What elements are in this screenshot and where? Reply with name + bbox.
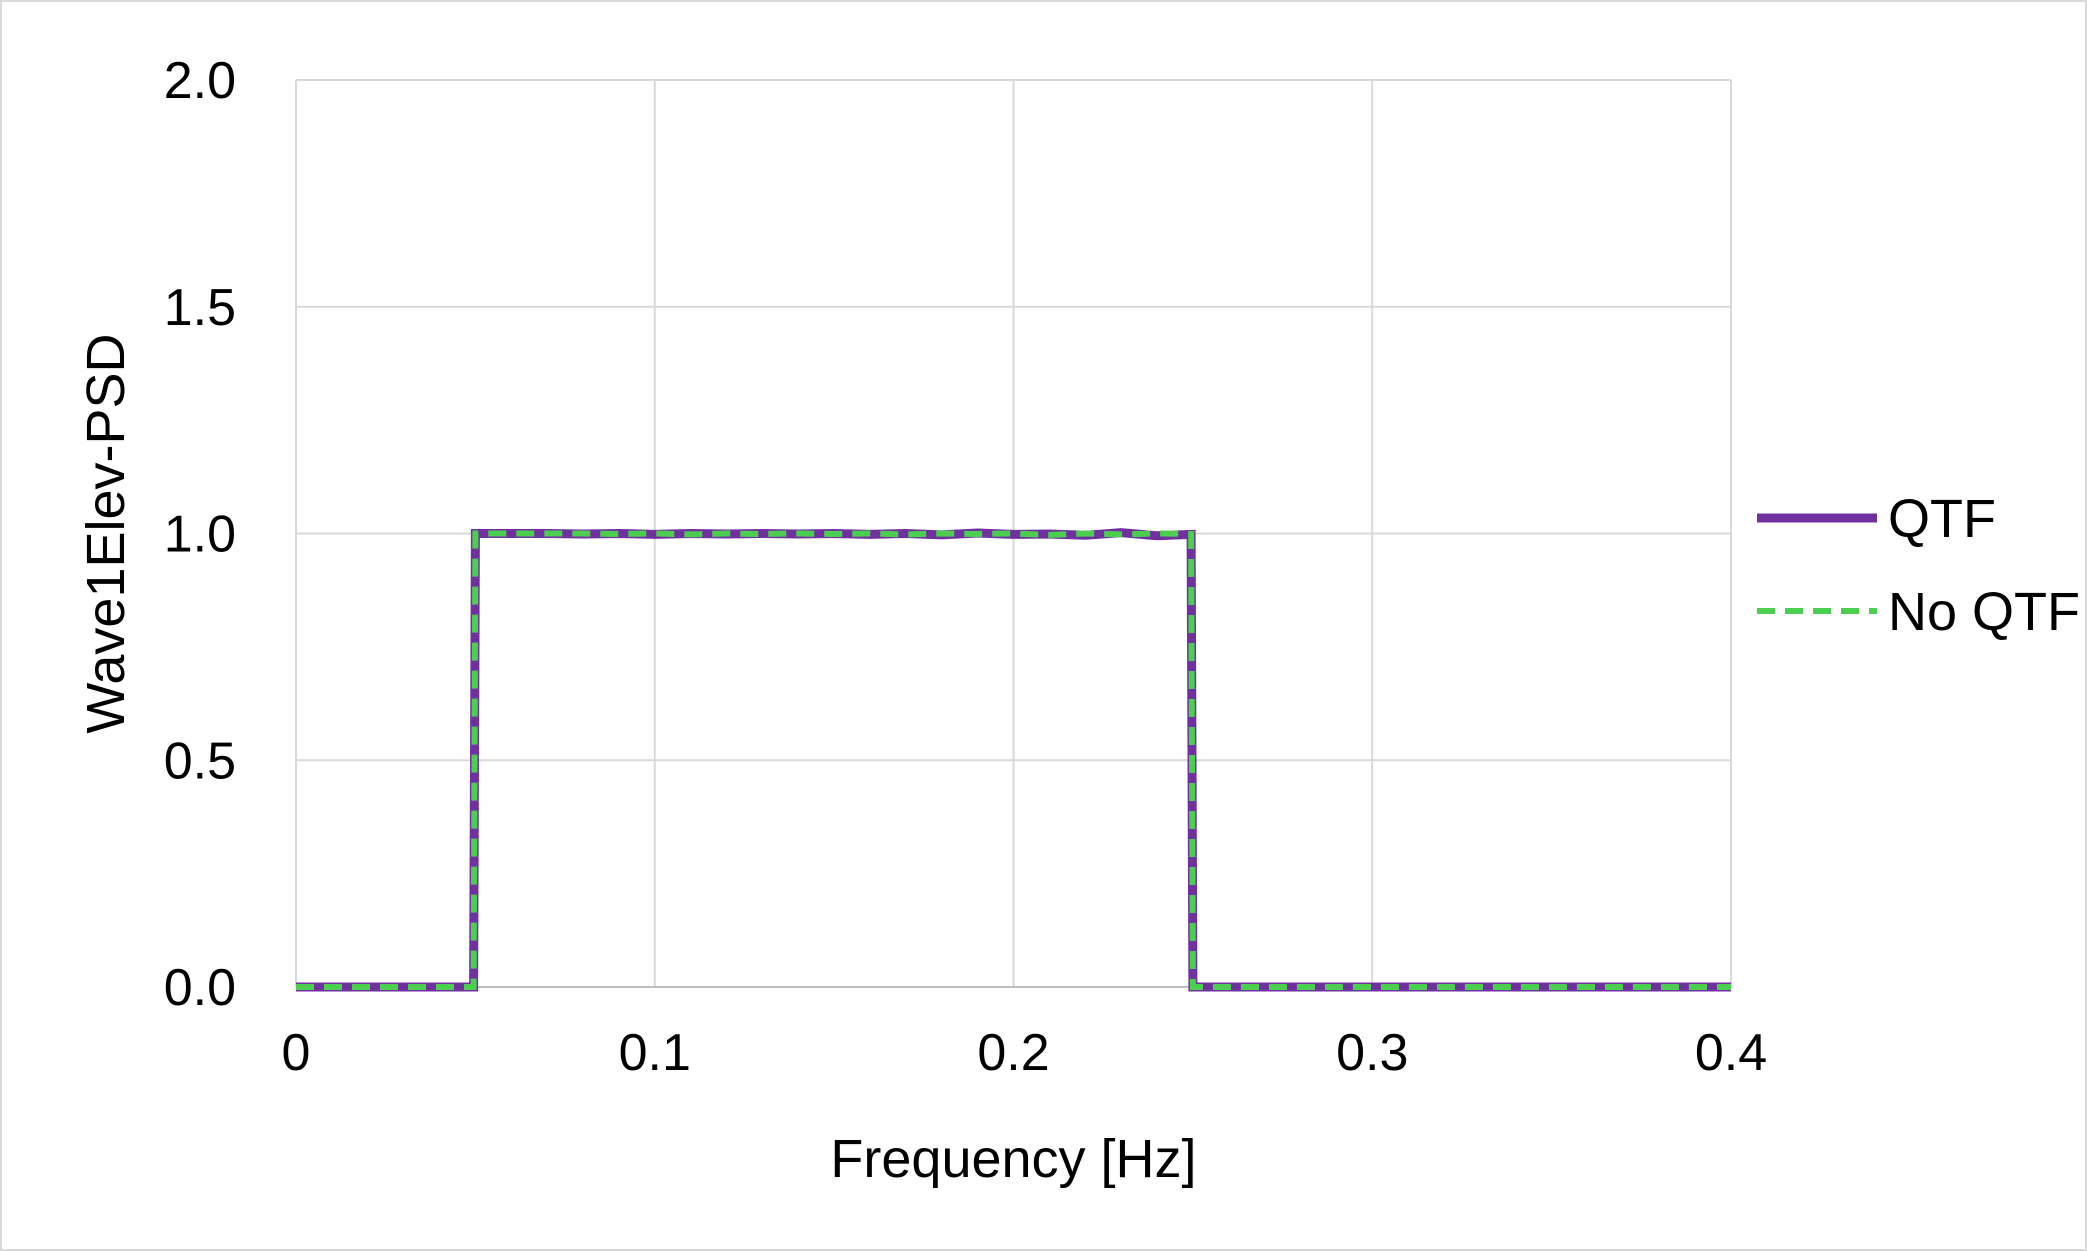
x-tick-label: 0.1 <box>619 1024 691 1082</box>
y-tick-label: 0.5 <box>164 732 236 790</box>
y-tick-label: 1.0 <box>164 506 236 564</box>
y-tick-label: 0.0 <box>164 959 236 1017</box>
x-tick-label: 0.3 <box>1336 1024 1408 1082</box>
series-line-no-qtf <box>296 530 1731 990</box>
x-tick-label: 0 <box>282 1024 311 1082</box>
series-lines <box>296 528 1731 992</box>
legend-label-no-qtf: No QTF <box>1888 582 2080 642</box>
legend-label-qtf: QTF <box>1888 489 1996 549</box>
y-tick-label: 1.5 <box>164 279 236 337</box>
x-tick-label: 0.2 <box>977 1024 1049 1082</box>
x-tick-label: 0.4 <box>1695 1024 1767 1082</box>
legend: QTF No QTF <box>1757 489 2080 642</box>
x-axis-title: Frequency [Hz] <box>830 1129 1196 1189</box>
y-axis-title: Wave1Elev-PSD <box>76 333 136 733</box>
tick-labels: 0.0 0.5 1.0 1.5 2.0 0 0.1 0.2 0.3 0.4 <box>164 52 1767 1082</box>
y-tick-label: 2.0 <box>164 52 236 110</box>
